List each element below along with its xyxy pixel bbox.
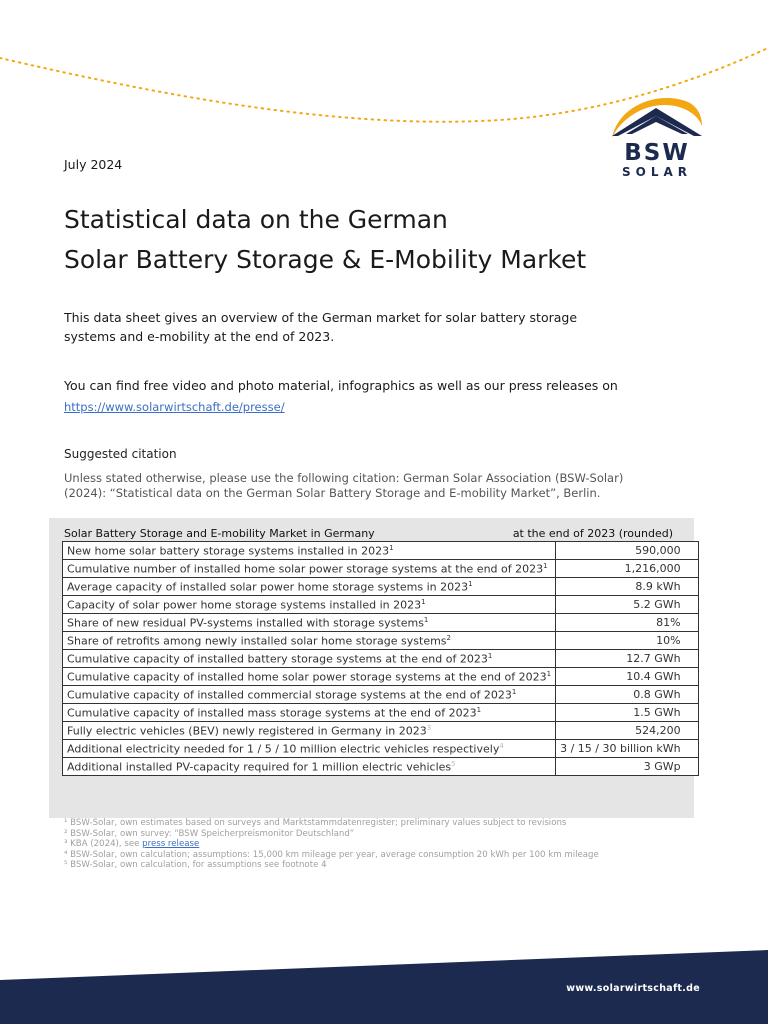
row-label-text: Additional electricity needed for 1 / 5 … bbox=[67, 742, 500, 756]
footer-url[interactable]: www.solarwirtschaft.de bbox=[566, 983, 700, 994]
row-footnote-ref: 4 bbox=[499, 741, 504, 750]
row-label-text: Capacity of solar power home storage sys… bbox=[67, 598, 422, 612]
citation-heading: Suggested citation bbox=[64, 447, 177, 461]
table-row: Additional electricity needed for 1 / 5 … bbox=[61, 739, 699, 758]
row-value: 10.4 GWh bbox=[555, 667, 699, 686]
row-footnote-ref: 1 bbox=[543, 561, 548, 570]
row-label-text: Fully electric vehicles (BEV) newly regi… bbox=[67, 724, 427, 738]
footnotes: ¹ BSW-Solar, own estimates based on surv… bbox=[64, 818, 599, 871]
row-label: Share of new residual PV-systems install… bbox=[61, 613, 557, 632]
row-label: Capacity of solar power home storage sys… bbox=[61, 595, 557, 614]
row-label: Cumulative capacity of installed mass st… bbox=[61, 703, 557, 722]
logo-text-bsw: BSW bbox=[624, 140, 689, 166]
row-label-text: Cumulative number of installed home sola… bbox=[67, 562, 544, 576]
table-row: Cumulative capacity of installed home so… bbox=[61, 667, 699, 686]
title-line-1: Statistical data on the German bbox=[64, 205, 448, 234]
logo-text-solar: SOLAR bbox=[622, 165, 692, 179]
row-label: Share of retrofits among newly installed… bbox=[61, 631, 557, 650]
row-label-text: Additional installed PV-capacity require… bbox=[67, 760, 452, 774]
footnote-2: ² BSW-Solar, own survey: “BSW Speicherpr… bbox=[64, 828, 355, 839]
footnote-1: ¹ BSW-Solar, own estimates based on surv… bbox=[64, 818, 567, 828]
row-label-text: New home solar battery storage systems i… bbox=[67, 544, 390, 558]
row-footnote-ref: 1 bbox=[476, 705, 482, 714]
row-value: 12.7 GWh bbox=[555, 649, 699, 668]
table-header-right: at the end of 2023 (rounded) bbox=[512, 527, 673, 540]
press-release-link[interactable]: press release bbox=[142, 839, 200, 849]
row-value: 0.8 GWh bbox=[555, 685, 699, 704]
intro-paragraph: This data sheet gives an overview of the… bbox=[64, 310, 578, 344]
table-row: Additional installed PV-capacity require… bbox=[61, 757, 699, 776]
row-footnote-ref: 5 bbox=[451, 759, 456, 768]
row-value: 3 / 15 / 30 billion kWh bbox=[555, 739, 699, 758]
document-date: July 2024 bbox=[64, 157, 123, 172]
row-label-text: Cumulative capacity of installed home so… bbox=[67, 670, 547, 684]
title-line-2: Solar Battery Storage & E-Mobility Marke… bbox=[64, 245, 587, 274]
row-footnote-ref: 1 bbox=[468, 579, 473, 588]
table-row: Cumulative number of installed home sola… bbox=[61, 559, 699, 578]
row-label: Additional installed PV-capacity require… bbox=[61, 757, 557, 776]
table-row: Capacity of solar power home storage sys… bbox=[61, 595, 699, 614]
resources-text: You can find free video and photo materi… bbox=[64, 378, 618, 393]
row-label-text: Cumulative capacity of installed commerc… bbox=[67, 688, 512, 702]
row-label: Cumulative number of installed home sola… bbox=[61, 559, 557, 578]
row-footnote-ref: 3 bbox=[426, 723, 432, 732]
table-row: Cumulative capacity of installed commerc… bbox=[61, 685, 699, 704]
footer-band bbox=[0, 950, 768, 1024]
row-label: Cumulative capacity of installed battery… bbox=[61, 649, 557, 668]
row-footnote-ref: 1 bbox=[511, 687, 517, 696]
row-value: 10% bbox=[555, 631, 699, 650]
row-value: 1.5 GWh bbox=[555, 703, 699, 722]
row-footnote-ref: 1 bbox=[389, 543, 394, 552]
table-row: Share of new residual PV-systems install… bbox=[61, 613, 699, 632]
row-label: Cumulative capacity of installed commerc… bbox=[61, 685, 557, 704]
footnote-4: ⁴ BSW-Solar, own calculation; assumption… bbox=[64, 849, 599, 860]
table-row: Average capacity of installed solar powe… bbox=[61, 577, 699, 596]
row-label-text: Cumulative capacity of installed mass st… bbox=[67, 706, 477, 720]
table-row: Fully electric vehicles (BEV) newly regi… bbox=[61, 721, 699, 740]
row-label-text: Share of new residual PV-systems install… bbox=[67, 616, 424, 630]
table-row: Share of retrofits among newly installed… bbox=[61, 631, 699, 650]
table-header: Solar Battery Storage and E-mobility Mar… bbox=[64, 527, 676, 540]
bsw-solar-logo: BSW SOLAR bbox=[604, 92, 704, 182]
footnote-3-text: ³ KBA (2024), see bbox=[64, 839, 143, 849]
row-value: 8.9 kWh bbox=[555, 577, 699, 596]
table-row: Cumulative capacity of installed mass st… bbox=[61, 703, 699, 722]
table-row: Cumulative capacity of installed battery… bbox=[61, 649, 699, 668]
row-label-text: Average capacity of installed solar powe… bbox=[67, 580, 469, 594]
row-value: 524,200 bbox=[555, 721, 699, 740]
row-footnote-ref: 1 bbox=[546, 669, 552, 678]
citation-text: Unless stated otherwise, please use the … bbox=[64, 471, 624, 500]
row-label: Additional electricity needed for 1 / 5 … bbox=[61, 739, 557, 758]
page-title: Statistical data on the German Solar Bat… bbox=[64, 200, 586, 280]
row-label: New home solar battery storage systems i… bbox=[61, 541, 557, 560]
table-header-left: Solar Battery Storage and E-mobility Mar… bbox=[64, 527, 375, 540]
row-label-text: Cumulative capacity of installed battery… bbox=[67, 652, 488, 666]
decorative-dotted-line bbox=[0, 47, 768, 123]
row-label: Average capacity of installed solar powe… bbox=[61, 577, 557, 596]
row-value: 1,216,000 bbox=[555, 559, 699, 578]
footnote-5: ⁵ BSW-Solar, own calculation, for assump… bbox=[64, 860, 327, 870]
row-footnote-ref: 1 bbox=[423, 615, 429, 624]
row-value: 590,000 bbox=[555, 541, 699, 560]
row-value: 5.2 GWh bbox=[555, 595, 699, 614]
row-footnote-ref: 1 bbox=[487, 651, 493, 660]
row-label-text: Share of retrofits among newly installed… bbox=[67, 634, 447, 648]
market-data-table: New home solar battery storage systems i… bbox=[61, 541, 699, 776]
row-label: Fully electric vehicles (BEV) newly regi… bbox=[61, 721, 557, 740]
row-footnote-ref: 1 bbox=[421, 597, 426, 606]
press-link[interactable]: https://www.solarwirtschaft.de/presse/ bbox=[64, 400, 285, 414]
footnote-3: ³ KBA (2024), see press release bbox=[64, 839, 599, 850]
row-value: 81% bbox=[555, 613, 699, 632]
row-label: Cumulative capacity of installed home so… bbox=[61, 667, 557, 686]
table-row: New home solar battery storage systems i… bbox=[61, 541, 699, 560]
row-value: 3 GWp bbox=[555, 757, 699, 776]
row-footnote-ref: 2 bbox=[446, 633, 451, 642]
